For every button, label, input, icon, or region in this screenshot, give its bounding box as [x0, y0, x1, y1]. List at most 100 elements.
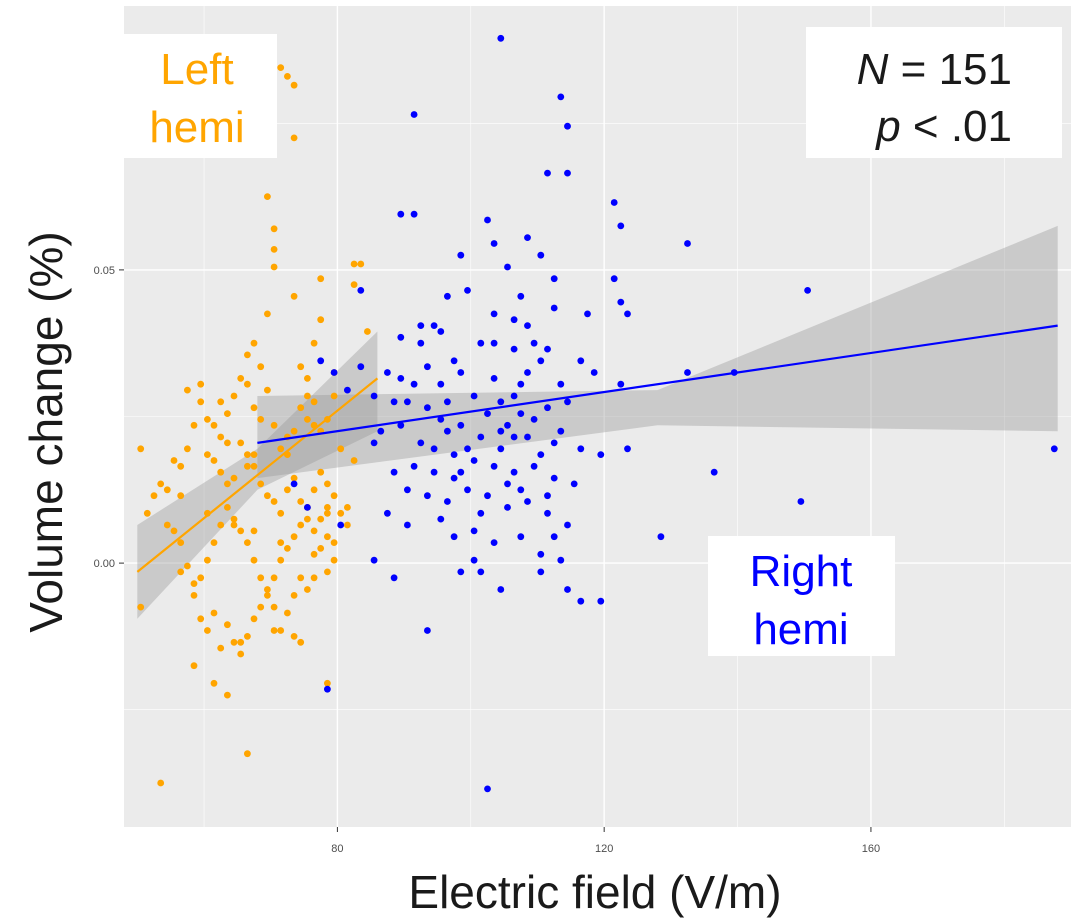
- data-point-series-1: [264, 586, 271, 593]
- data-point-series-1: [184, 562, 191, 570]
- data-point-series-2: [530, 416, 538, 423]
- data-point-series-1: [224, 480, 231, 488]
- right-hemi-label-box: [708, 536, 895, 656]
- data-point-series-2: [377, 427, 385, 435]
- data-point-series-1: [250, 556, 258, 564]
- x-tick-label: 160: [862, 843, 880, 855]
- confidence-band-2: [257, 225, 1058, 479]
- data-point-series-2: [537, 251, 545, 259]
- data-point-series-1: [257, 574, 265, 582]
- data-point-series-2: [597, 451, 605, 458]
- data-point-series-2: [544, 404, 551, 412]
- data-point-series-2: [524, 498, 531, 505]
- data-point-series-2: [684, 369, 691, 376]
- data-point-series-2: [457, 568, 465, 576]
- data-point-series-1: [277, 627, 285, 634]
- data-point-series-1: [304, 392, 311, 400]
- data-point-series-1: [224, 691, 231, 699]
- data-point-series-2: [490, 240, 498, 247]
- data-point-series-2: [617, 298, 625, 306]
- regression-lines: [136, 324, 1058, 573]
- data-point-series-1: [304, 586, 311, 593]
- y-tick-label: 0.05: [94, 265, 115, 277]
- data-point-series-2: [444, 427, 451, 435]
- data-point-series-1: [310, 574, 318, 582]
- data-point-series-1: [277, 556, 285, 564]
- data-point-series-1: [324, 480, 331, 488]
- data-point-series-1: [290, 134, 298, 142]
- data-point-series-1: [264, 310, 271, 318]
- data-point-series-2: [450, 533, 458, 541]
- data-point-series-1: [163, 486, 171, 494]
- data-point-series-2: [450, 451, 458, 458]
- data-point-series-2: [397, 333, 405, 341]
- data-point-series-2: [464, 445, 471, 453]
- data-point-series-1: [357, 260, 365, 268]
- data-point-series-2: [564, 586, 571, 593]
- data-point-series-2: [497, 398, 505, 406]
- data-point-series-2: [410, 380, 418, 388]
- data-point-series-1: [277, 445, 285, 453]
- data-point-series-1: [244, 539, 251, 546]
- data-point-series-1: [217, 398, 225, 406]
- regression-line-2: [257, 324, 1058, 444]
- data-point-series-2: [470, 556, 478, 564]
- data-point-series-2: [510, 468, 518, 476]
- data-point-series-2: [490, 539, 498, 546]
- data-point-series-1: [264, 386, 271, 394]
- data-point-series-2: [417, 439, 425, 447]
- data-point-series-1: [310, 486, 318, 494]
- stats-n-symbol: N: [857, 45, 889, 94]
- data-point-series-2: [557, 93, 565, 101]
- data-point-series-2: [684, 240, 691, 247]
- data-point-series-2: [504, 263, 511, 271]
- data-point-series-1: [290, 81, 298, 89]
- data-point-series-1: [264, 592, 271, 599]
- left-hemi-annotation: Left hemi: [124, 34, 277, 158]
- regression-line-1: [136, 377, 379, 573]
- data-point-series-1: [230, 515, 238, 523]
- data-point-series-2: [430, 322, 438, 329]
- data-point-series-2: [490, 339, 498, 347]
- data-point-series-1: [204, 627, 211, 634]
- data-point-series-2: [584, 310, 591, 318]
- data-point-series-1: [224, 439, 231, 447]
- data-point-series-1: [230, 474, 238, 482]
- data-point-series-1: [244, 380, 251, 388]
- data-point-series-2: [384, 369, 391, 376]
- data-point-series-1: [264, 193, 271, 201]
- data-point-series-2: [504, 421, 511, 429]
- data-point-series-1: [137, 603, 145, 611]
- data-point-series-1: [143, 509, 151, 517]
- data-point-series-1: [190, 592, 198, 599]
- data-point-series-2: [597, 597, 605, 605]
- data-point-series-2: [497, 445, 505, 453]
- data-point-series-2: [330, 369, 338, 376]
- data-point-series-2: [457, 369, 465, 376]
- data-point-series-1: [217, 433, 225, 441]
- data-point-series-1: [270, 225, 278, 233]
- data-point-series-2: [444, 292, 451, 300]
- data-point-series-1: [310, 527, 318, 535]
- data-point-series-2: [550, 304, 558, 312]
- data-point-series-1: [290, 533, 298, 541]
- data-point-series-1: [244, 351, 251, 359]
- data-point-series-2: [617, 380, 625, 388]
- data-point-series-2: [590, 369, 598, 376]
- data-point-series-2: [390, 468, 398, 476]
- data-point-series-1: [284, 73, 291, 80]
- data-point-series-2: [497, 427, 505, 435]
- data-point-series-1: [330, 492, 338, 500]
- data-point-series-1: [217, 468, 225, 476]
- data-point-series-1: [290, 592, 298, 599]
- data-point-series-1: [337, 445, 345, 453]
- data-point-series-1: [317, 316, 325, 324]
- data-point-series-1: [230, 521, 238, 529]
- data-point-series-1: [250, 339, 258, 347]
- right-hemi-annotation: Right hemi: [708, 536, 895, 656]
- data-point-series-1: [270, 603, 278, 611]
- data-point-series-2: [564, 169, 571, 177]
- data-point-series-2: [437, 515, 445, 523]
- data-point-series-1: [177, 539, 185, 546]
